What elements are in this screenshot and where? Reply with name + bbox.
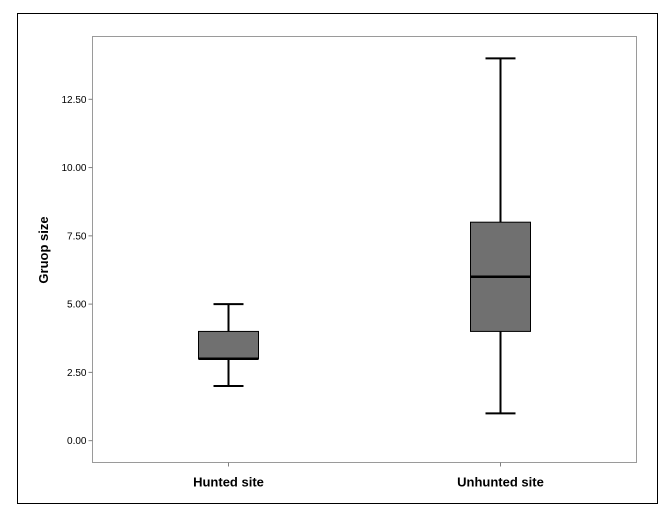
y-tick-label: 5.00 xyxy=(67,300,87,311)
box-2 xyxy=(470,57,531,415)
y-axis-title: Gruop size xyxy=(36,216,51,283)
box-iqr xyxy=(198,330,259,360)
y-tick-label: 10.00 xyxy=(61,163,86,174)
y-tick-label: 0.00 xyxy=(67,436,87,447)
box-series xyxy=(198,57,531,415)
y-tick-label: 7.50 xyxy=(67,231,87,242)
y-axis: 0.00 2.50 5.00 7.50 10.00 12.50 xyxy=(61,95,93,447)
plot-area xyxy=(92,36,637,463)
y-tick-label: 2.50 xyxy=(67,368,87,379)
box-1 xyxy=(198,303,259,388)
y-tick-label: 12.50 xyxy=(61,95,86,106)
x-tick-label: Unhunted site xyxy=(457,475,544,490)
x-tick-label: Hunted site xyxy=(193,475,264,490)
x-axis: Hunted site Unhunted site xyxy=(193,462,544,490)
